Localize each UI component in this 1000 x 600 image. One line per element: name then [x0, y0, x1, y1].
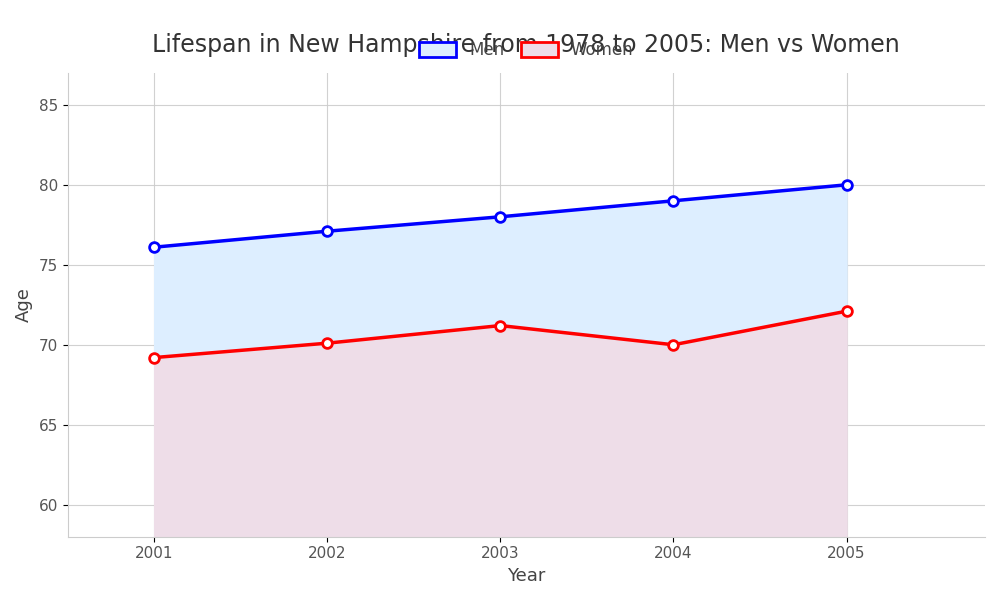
- Legend: Men, Women: Men, Women: [412, 35, 640, 66]
- Title: Lifespan in New Hampshire from 1978 to 2005: Men vs Women: Lifespan in New Hampshire from 1978 to 2…: [152, 33, 900, 57]
- X-axis label: Year: Year: [507, 567, 546, 585]
- Y-axis label: Age: Age: [15, 287, 33, 322]
